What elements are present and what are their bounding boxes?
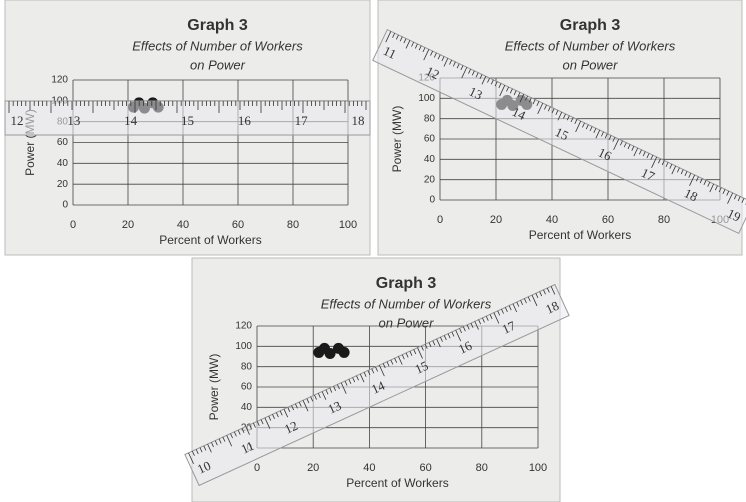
y-tick-label: 100 [418,93,435,104]
y-tick-label: 0 [429,195,435,206]
ruler-label: 12 [11,113,24,128]
x-tick-label: 100 [529,462,547,474]
chart-subtitle: on Power [190,57,246,72]
ruler: 12 13 14 15 16 17 18 [5,101,370,135]
x-tick-label: 20 [307,462,319,474]
x-tick-label: 80 [658,214,670,226]
chart-title: Graph 3 [560,17,621,34]
y-tick-label: 0 [62,200,68,211]
chart-subtitle: Effects of Number of Workers [321,296,492,311]
y-axis-label: Power (MW) [207,354,221,421]
y-tick-label: 40 [241,402,253,413]
y-tick-label: 40 [424,154,436,165]
y-tick-label: 40 [57,158,69,169]
x-tick-label: 40 [546,214,558,226]
y-tick-label: 80 [241,361,253,372]
y-axis-label: Power (MW) [390,106,404,173]
ruler-label: 14 [124,113,138,128]
y-tick-label: 100 [235,341,252,352]
x-axis-label: Percent of Workers [529,228,631,242]
x-tick-label: 80 [476,462,488,474]
y-tick-label: 20 [424,174,436,185]
photo-collage: Graph 3 Effects of Number of Workers on Po… [0,0,746,502]
chart-subtitle: on Power [563,57,619,72]
ruler-label: 18 [352,113,365,128]
y-tick-label: 20 [57,179,69,190]
x-tick-label: 40 [177,219,189,231]
chart-subtitle: Effects of Number of Workers [505,38,676,53]
y-tick-label: 60 [57,137,69,148]
x-tick-label: 100 [339,219,357,231]
ruler-label: 16 [238,113,252,128]
x-tick-label: 60 [232,219,244,231]
y-tick-label: 60 [241,382,253,393]
x-tick-label: 0 [437,214,443,226]
x-tick-label: 20 [490,214,502,226]
x-tick-label: 80 [287,219,299,231]
chart-subtitle: Effects of Number of Workers [132,38,303,53]
data-point [339,347,350,358]
x-tick-label: 0 [70,219,76,231]
x-tick-label: 60 [602,214,614,226]
chart-title: Graph 3 [187,17,248,34]
x-tick-label: 20 [122,219,134,231]
chart-panel: Graph 3 Effects of Number of Workers on Po… [5,0,370,255]
ruler-label: 17 [295,113,309,128]
x-tick-label: 60 [419,462,431,474]
y-tick-label: 120 [235,321,252,332]
ruler-label: 13 [67,113,80,128]
chart-panel: Graph 3 Effects of Number of Workers on Po… [373,0,746,255]
x-axis-label: Percent of Workers [159,233,261,247]
y-tick-label: 80 [424,113,436,124]
ruler-label: 15 [181,113,194,128]
x-tick-label: 40 [363,462,375,474]
x-tick-label: 0 [254,462,260,474]
x-axis-label: Percent of Workers [346,476,448,490]
y-tick-label: 120 [51,75,68,86]
y-tick-label: 60 [424,134,436,145]
chart-title: Graph 3 [376,275,437,292]
